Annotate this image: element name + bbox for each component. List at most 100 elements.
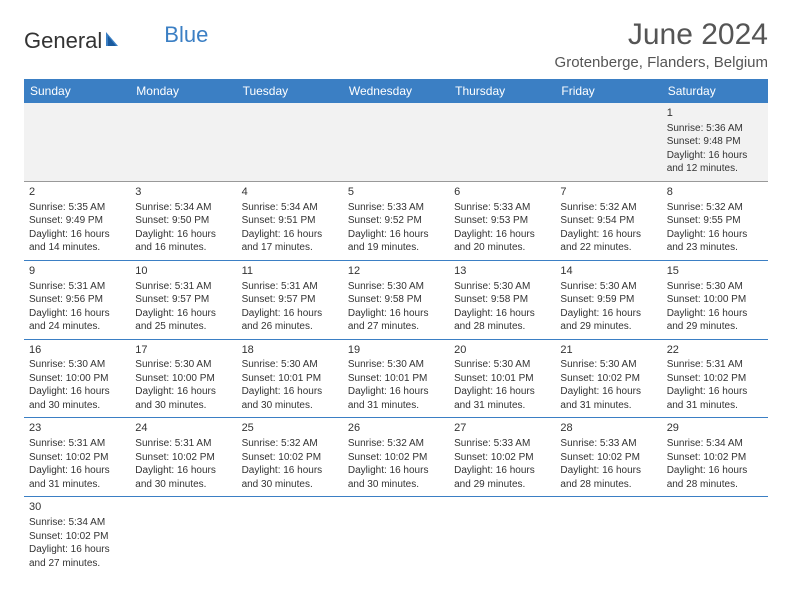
cell-sunrise: Sunrise: 5:30 AM [454,358,550,372]
cell-sunrise: Sunrise: 5:30 AM [29,358,125,372]
cell-day2: and 12 minutes. [667,162,763,176]
cell-sunrise: Sunrise: 5:36 AM [667,122,763,136]
cell-sunset: Sunset: 9:54 PM [560,214,656,228]
cell-sunrise: Sunrise: 5:31 AM [667,358,763,372]
cell-day1: Daylight: 16 hours [242,228,338,242]
cell-sunset: Sunset: 9:58 PM [348,293,444,307]
cell-day2: and 31 minutes. [667,399,763,413]
calendar-cell [555,103,661,181]
cell-sunrise: Sunrise: 5:34 AM [135,201,231,215]
cell-day1: Daylight: 16 hours [667,149,763,163]
cell-sunset: Sunset: 9:57 PM [242,293,338,307]
day-number: 7 [560,185,656,200]
cell-day1: Daylight: 16 hours [560,385,656,399]
calendar-cell: 17Sunrise: 5:30 AMSunset: 10:00 PMDaylig… [130,339,236,418]
cell-sunrise: Sunrise: 5:34 AM [667,437,763,451]
cell-sunset: Sunset: 10:02 PM [667,451,763,465]
calendar-cell: 20Sunrise: 5:30 AMSunset: 10:01 PMDaylig… [449,339,555,418]
day-number: 3 [135,185,231,200]
day-number: 1 [667,106,763,121]
cell-sunset: Sunset: 10:00 PM [29,372,125,386]
calendar-cell [24,103,130,181]
calendar-cell [555,497,661,575]
cell-day2: and 25 minutes. [135,320,231,334]
calendar-cell: 4Sunrise: 5:34 AMSunset: 9:51 PMDaylight… [237,181,343,260]
cell-sunset: Sunset: 10:02 PM [348,451,444,465]
cell-sunset: Sunset: 9:50 PM [135,214,231,228]
cell-day2: and 30 minutes. [135,399,231,413]
day-number: 4 [242,185,338,200]
cell-day2: and 31 minutes. [348,399,444,413]
cell-sunset: Sunset: 9:49 PM [29,214,125,228]
cell-sunset: Sunset: 9:55 PM [667,214,763,228]
cell-day1: Daylight: 16 hours [135,228,231,242]
cell-day2: and 30 minutes. [135,478,231,492]
cell-day2: and 14 minutes. [29,241,125,255]
calendar-cell: 21Sunrise: 5:30 AMSunset: 10:02 PMDaylig… [555,339,661,418]
day-number: 17 [135,343,231,358]
cell-day1: Daylight: 16 hours [29,228,125,242]
cell-sunrise: Sunrise: 5:31 AM [135,437,231,451]
cell-sunrise: Sunrise: 5:34 AM [242,201,338,215]
cell-sunset: Sunset: 9:52 PM [348,214,444,228]
cell-day1: Daylight: 16 hours [454,307,550,321]
day-header: Friday [555,79,661,103]
cell-day2: and 30 minutes. [29,399,125,413]
cell-day2: and 28 minutes. [560,478,656,492]
cell-day2: and 19 minutes. [348,241,444,255]
cell-sunrise: Sunrise: 5:30 AM [242,358,338,372]
cell-day1: Daylight: 16 hours [348,307,444,321]
calendar-cell: 29Sunrise: 5:34 AMSunset: 10:02 PMDaylig… [662,418,768,497]
cell-day2: and 20 minutes. [454,241,550,255]
cell-day2: and 22 minutes. [560,241,656,255]
calendar-cell: 25Sunrise: 5:32 AMSunset: 10:02 PMDaylig… [237,418,343,497]
calendar-body: 1Sunrise: 5:36 AMSunset: 9:48 PMDaylight… [24,103,768,575]
day-number: 5 [348,185,444,200]
cell-day2: and 28 minutes. [454,320,550,334]
cell-day1: Daylight: 16 hours [242,464,338,478]
cell-day2: and 30 minutes. [242,399,338,413]
cell-day1: Daylight: 16 hours [348,464,444,478]
cell-day1: Daylight: 16 hours [242,307,338,321]
cell-sunset: Sunset: 10:02 PM [135,451,231,465]
calendar-cell [237,497,343,575]
day-header: Sunday [24,79,130,103]
cell-day2: and 17 minutes. [242,241,338,255]
calendar-cell: 6Sunrise: 5:33 AMSunset: 9:53 PMDaylight… [449,181,555,260]
cell-sunset: Sunset: 9:53 PM [454,214,550,228]
cell-sunrise: Sunrise: 5:31 AM [29,437,125,451]
cell-day2: and 27 minutes. [348,320,444,334]
calendar-cell: 12Sunrise: 5:30 AMSunset: 9:58 PMDayligh… [343,260,449,339]
page-header: General Blue June 2024 Grotenberge, Flan… [24,18,768,71]
cell-day1: Daylight: 16 hours [29,464,125,478]
day-header: Saturday [662,79,768,103]
cell-day1: Daylight: 16 hours [454,385,550,399]
calendar-cell [449,103,555,181]
month-title: June 2024 [555,18,768,52]
day-number: 24 [135,421,231,436]
cell-sunset: Sunset: 10:02 PM [560,451,656,465]
cell-sunrise: Sunrise: 5:30 AM [454,280,550,294]
cell-sunset: Sunset: 10:00 PM [667,293,763,307]
calendar-cell: 27Sunrise: 5:33 AMSunset: 10:02 PMDaylig… [449,418,555,497]
calendar-table: SundayMondayTuesdayWednesdayThursdayFrid… [24,79,768,575]
day-number: 11 [242,264,338,279]
day-number: 9 [29,264,125,279]
day-number: 23 [29,421,125,436]
title-block: June 2024 Grotenberge, Flanders, Belgium [555,18,768,71]
cell-sunrise: Sunrise: 5:30 AM [560,358,656,372]
calendar-cell: 19Sunrise: 5:30 AMSunset: 10:01 PMDaylig… [343,339,449,418]
location-text: Grotenberge, Flanders, Belgium [555,54,768,71]
cell-sunrise: Sunrise: 5:33 AM [454,437,550,451]
cell-sunrise: Sunrise: 5:30 AM [135,358,231,372]
calendar-cell [237,103,343,181]
cell-day2: and 24 minutes. [29,320,125,334]
calendar-cell: 8Sunrise: 5:32 AMSunset: 9:55 PMDaylight… [662,181,768,260]
cell-sunset: Sunset: 10:02 PM [454,451,550,465]
calendar-cell: 13Sunrise: 5:30 AMSunset: 9:58 PMDayligh… [449,260,555,339]
cell-sunrise: Sunrise: 5:33 AM [348,201,444,215]
calendar-cell [662,497,768,575]
cell-sunrise: Sunrise: 5:30 AM [667,280,763,294]
cell-day1: Daylight: 16 hours [135,464,231,478]
cell-day1: Daylight: 16 hours [667,385,763,399]
